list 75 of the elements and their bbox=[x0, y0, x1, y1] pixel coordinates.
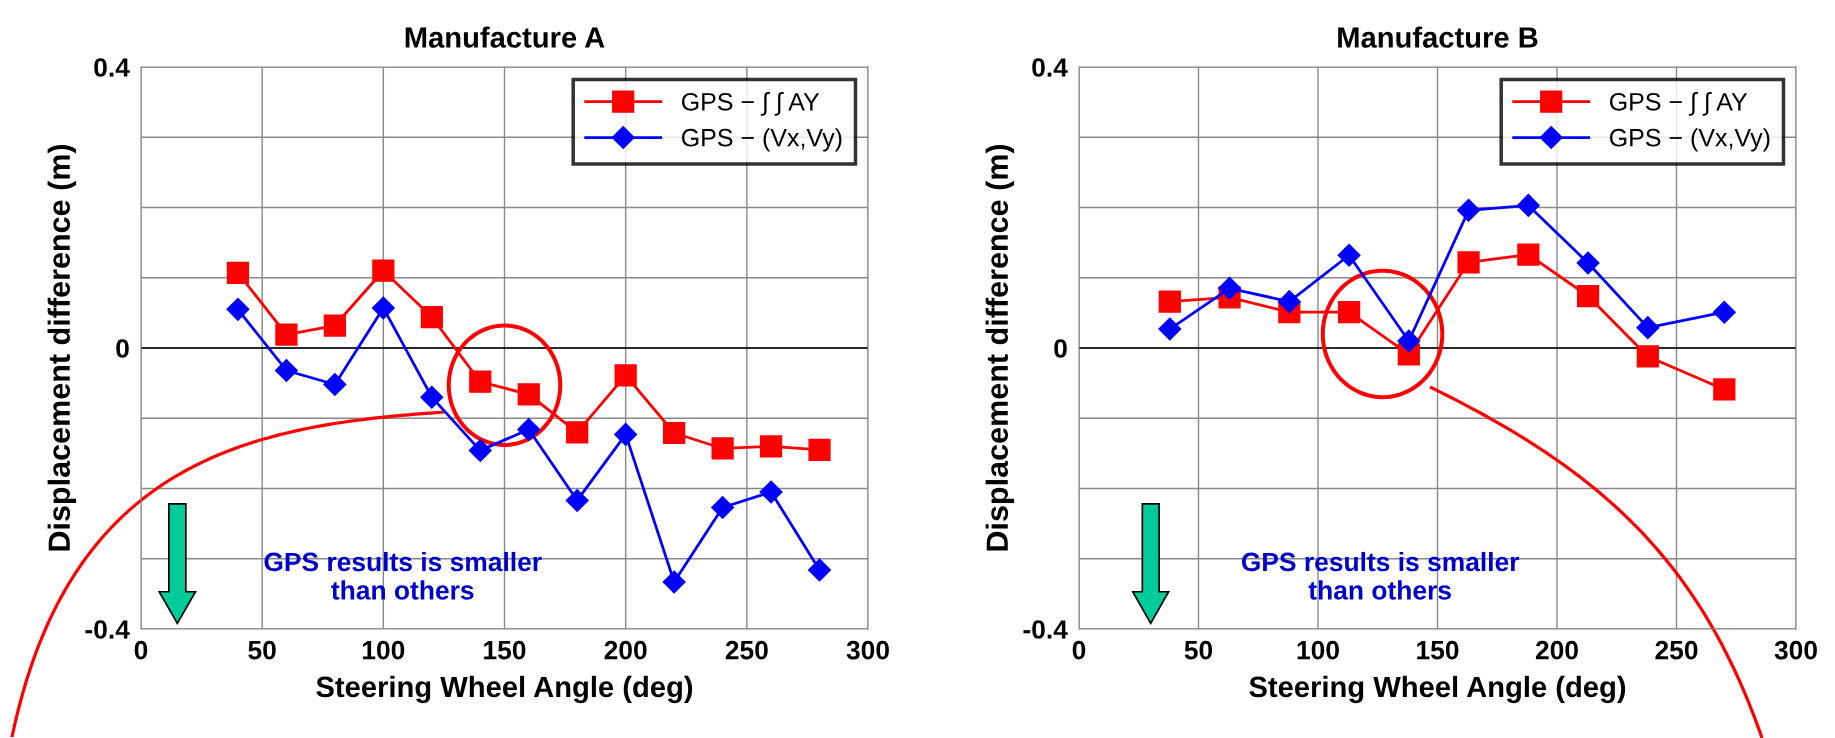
point bbox=[226, 297, 250, 321]
point bbox=[1576, 284, 1600, 308]
annotation: GPS results is smaller than others bbox=[1241, 551, 1520, 600]
y-tick-label: -0.4 bbox=[1023, 620, 1068, 639]
x-tick-label: 150 bbox=[484, 640, 526, 660]
x-tick-label: 50 bbox=[248, 640, 276, 660]
x-tick-label: 250 bbox=[725, 640, 768, 660]
y-tick-label: -0.4 bbox=[85, 620, 130, 639]
point bbox=[1713, 378, 1736, 401]
x-axis-title: Steering Wheel Angle (deg) bbox=[1249, 675, 1626, 704]
point bbox=[226, 261, 250, 284]
point bbox=[1397, 329, 1421, 353]
y-tick-label: 0 bbox=[1054, 339, 1067, 358]
point bbox=[1277, 290, 1301, 314]
legend-label: GPS − (Vx,Vy) bbox=[681, 128, 842, 152]
x-tick-label: 100 bbox=[1297, 640, 1339, 660]
point bbox=[469, 370, 492, 393]
point bbox=[323, 373, 347, 397]
point bbox=[1337, 243, 1361, 267]
legend-label: GPS − ∫ ∫ AY bbox=[1609, 92, 1748, 116]
point bbox=[711, 437, 734, 460]
x-tick-label: 200 bbox=[604, 640, 647, 660]
point bbox=[614, 422, 638, 446]
legend-label: GPS − ∫ ∫ AY bbox=[681, 92, 820, 116]
point bbox=[517, 383, 540, 406]
x-tick-label: 0 bbox=[134, 640, 148, 660]
point bbox=[808, 438, 831, 461]
point bbox=[1712, 300, 1736, 324]
point bbox=[711, 495, 735, 519]
x-tick-label: 150 bbox=[1417, 640, 1459, 660]
x-tick-label: 100 bbox=[362, 640, 405, 660]
point bbox=[614, 364, 637, 387]
point bbox=[275, 323, 298, 346]
x-tick-label: 250 bbox=[1655, 640, 1698, 660]
chart-title: Manufacture B bbox=[1338, 26, 1538, 48]
point bbox=[323, 314, 346, 337]
x-tick-label: 0 bbox=[1072, 640, 1086, 660]
point bbox=[808, 558, 832, 582]
point bbox=[1636, 316, 1660, 340]
y-tick-label: 0 bbox=[116, 339, 129, 358]
point bbox=[1636, 345, 1659, 368]
point bbox=[1517, 243, 1540, 266]
x-tick-label: 200 bbox=[1535, 640, 1578, 660]
point bbox=[1457, 251, 1480, 274]
point bbox=[759, 435, 783, 458]
point bbox=[565, 488, 589, 512]
chart-title: Manufacture A bbox=[405, 26, 605, 48]
x-tick-label: 50 bbox=[1184, 640, 1213, 660]
legend-label: GPS − (Vx,Vy) bbox=[1609, 128, 1770, 152]
point bbox=[468, 439, 492, 463]
point bbox=[1576, 251, 1600, 275]
point bbox=[274, 358, 298, 382]
point bbox=[1337, 301, 1361, 324]
point bbox=[662, 570, 686, 594]
point bbox=[371, 296, 395, 320]
x-tick-label: 300 bbox=[1774, 640, 1817, 660]
annotation: GPS results is smaller than others bbox=[264, 551, 542, 600]
point bbox=[759, 480, 783, 504]
point bbox=[1158, 290, 1181, 313]
y-tick-label: 0.4 bbox=[1032, 58, 1068, 77]
point bbox=[1516, 193, 1540, 217]
y-axis-title: Displacement difference (m) bbox=[985, 144, 1015, 551]
point bbox=[420, 385, 444, 409]
point bbox=[1218, 276, 1242, 300]
point bbox=[1457, 198, 1481, 222]
x-axis-title: Steering Wheel Angle (deg) bbox=[316, 675, 693, 704]
point bbox=[420, 305, 443, 329]
point bbox=[1158, 317, 1182, 341]
y-axis-title: Displacement difference (m) bbox=[47, 144, 77, 551]
point bbox=[517, 417, 541, 441]
x-tick-label: 300 bbox=[846, 640, 889, 660]
y-tick-label: 0.4 bbox=[94, 58, 130, 77]
point bbox=[566, 421, 589, 444]
point bbox=[372, 259, 395, 282]
point bbox=[663, 421, 686, 445]
